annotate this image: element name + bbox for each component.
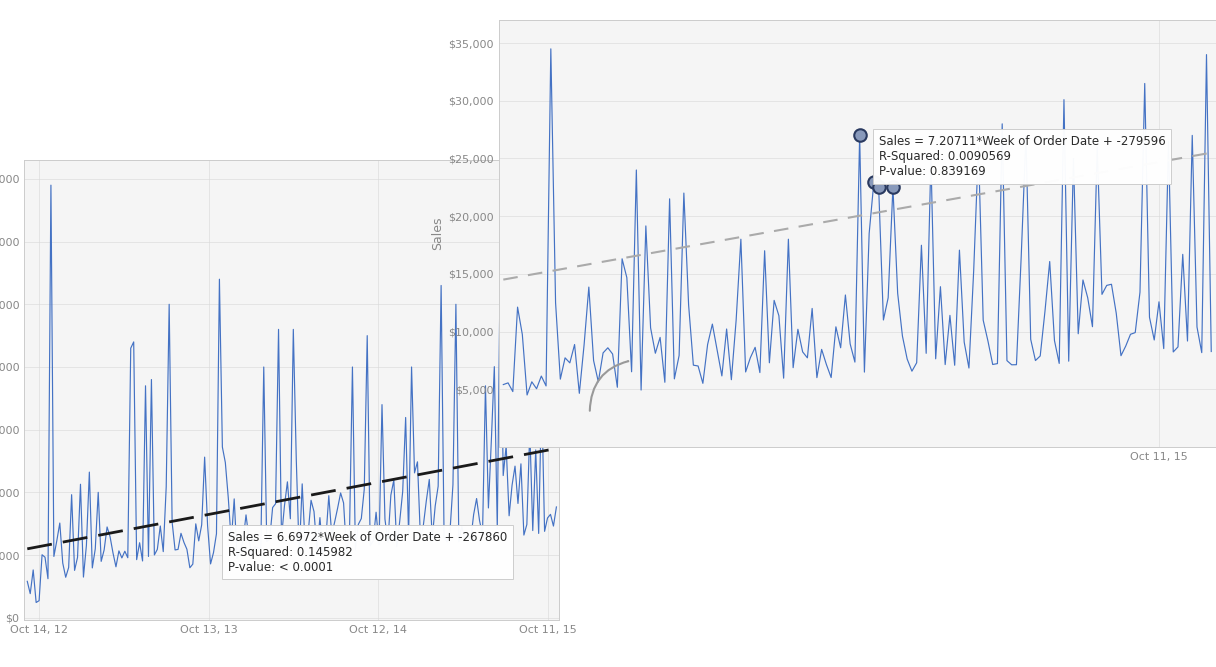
Y-axis label: Sales: Sales — [430, 217, 444, 250]
Text: Sales = 6.6972*Week of Order Date + -267860
R-Squared: 0.145982
P-value: < 0.000: Sales = 6.6972*Week of Order Date + -267… — [227, 530, 507, 574]
Text: Sales = 7.20711*Week of Order Date + -279596
R-Squared: 0.0090569
P-value: 0.839: Sales = 7.20711*Week of Order Date + -27… — [879, 135, 1166, 178]
